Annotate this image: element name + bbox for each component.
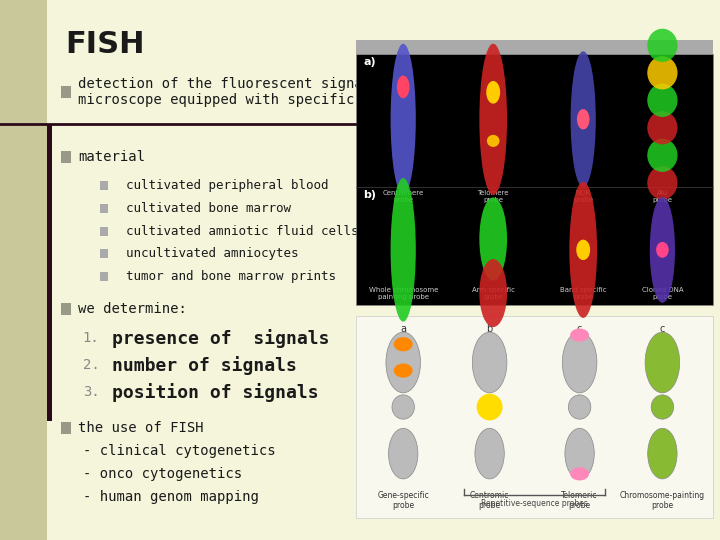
Ellipse shape xyxy=(480,198,507,281)
Ellipse shape xyxy=(486,81,500,104)
Ellipse shape xyxy=(472,332,507,393)
Ellipse shape xyxy=(477,394,503,420)
Text: b): b) xyxy=(364,190,377,200)
Ellipse shape xyxy=(487,135,500,147)
Text: Alu
probe: Alu probe xyxy=(652,190,672,202)
Bar xyxy=(100,181,108,190)
Bar xyxy=(356,54,713,305)
Text: b: b xyxy=(487,324,492,334)
Ellipse shape xyxy=(394,337,413,352)
Text: Band specific
probe: Band specific probe xyxy=(560,287,606,300)
Ellipse shape xyxy=(562,332,597,393)
Text: position of signals: position of signals xyxy=(112,382,318,402)
Text: Repetitive-sequence probes: Repetitive-sequence probes xyxy=(481,500,588,509)
Text: presence of  signals: presence of signals xyxy=(112,328,329,348)
Ellipse shape xyxy=(386,332,420,393)
Bar xyxy=(100,226,108,235)
Bar xyxy=(61,151,71,163)
Text: - human genom mapping: - human genom mapping xyxy=(83,490,258,504)
Ellipse shape xyxy=(576,240,590,260)
Ellipse shape xyxy=(647,56,678,90)
Text: we determine:: we determine: xyxy=(78,302,187,316)
Text: FISH: FISH xyxy=(65,30,144,59)
Ellipse shape xyxy=(389,428,418,479)
Bar xyxy=(47,124,52,421)
Text: Centromic
probe: Centromic probe xyxy=(470,491,509,510)
Ellipse shape xyxy=(480,44,507,195)
Bar xyxy=(356,40,713,54)
Ellipse shape xyxy=(570,182,597,318)
Ellipse shape xyxy=(478,395,501,419)
Text: - clinical cytogenetics: - clinical cytogenetics xyxy=(83,444,276,458)
Text: 2.: 2. xyxy=(83,358,99,372)
Ellipse shape xyxy=(656,242,669,258)
Text: 1.: 1. xyxy=(83,331,99,345)
Ellipse shape xyxy=(647,29,678,62)
Text: c: c xyxy=(577,324,582,334)
Text: Telomere
probe: Telomere probe xyxy=(477,190,509,202)
Text: cultivated amniotic fluid cells: cultivated amniotic fluid cells xyxy=(127,225,359,238)
Text: Chromosome-painting
probe: Chromosome-painting probe xyxy=(620,491,705,510)
Ellipse shape xyxy=(647,166,678,199)
Text: c: c xyxy=(660,324,665,334)
Text: Arm specific
probe: Arm specific probe xyxy=(472,287,515,300)
Bar xyxy=(0,0,47,540)
Text: a: a xyxy=(400,324,406,334)
Ellipse shape xyxy=(570,51,596,187)
Text: material: material xyxy=(78,150,145,164)
Ellipse shape xyxy=(568,395,591,419)
Bar xyxy=(100,204,108,213)
Ellipse shape xyxy=(392,395,415,419)
Text: Gene-specific
probe: Gene-specific probe xyxy=(377,491,429,510)
Ellipse shape xyxy=(475,428,504,479)
Ellipse shape xyxy=(577,109,590,130)
Bar xyxy=(61,86,71,98)
Ellipse shape xyxy=(397,76,410,98)
Text: NOR
probe: NOR probe xyxy=(573,190,593,202)
Text: cultivated bone marrow: cultivated bone marrow xyxy=(127,202,292,215)
Text: tumor and bone marrow prints: tumor and bone marrow prints xyxy=(127,270,336,283)
Text: cultivated peripheral blood: cultivated peripheral blood xyxy=(127,179,329,192)
Text: Telomeric
probe: Telomeric probe xyxy=(562,491,598,510)
Ellipse shape xyxy=(647,84,678,117)
Text: - onco cytogenetics: - onco cytogenetics xyxy=(83,467,242,481)
Ellipse shape xyxy=(647,139,678,172)
Text: detection of the fluorescent signals through
microscope equipped with specific f: detection of the fluorescent signals thr… xyxy=(78,77,522,107)
Bar xyxy=(61,422,71,434)
Text: Cloned DNA
probe: Cloned DNA probe xyxy=(642,287,683,300)
Ellipse shape xyxy=(570,467,589,481)
Ellipse shape xyxy=(645,332,680,393)
Text: Centromere
probe: Centromere probe xyxy=(382,190,424,202)
Bar xyxy=(61,303,71,315)
Ellipse shape xyxy=(648,428,677,479)
Ellipse shape xyxy=(651,395,674,419)
Text: a): a) xyxy=(364,57,377,67)
Ellipse shape xyxy=(394,363,413,377)
Text: Whole chromosome
painting probe: Whole chromosome painting probe xyxy=(369,287,438,300)
Bar xyxy=(356,316,713,518)
Ellipse shape xyxy=(570,328,589,342)
Text: the use of FISH: the use of FISH xyxy=(78,421,204,435)
Text: uncultivated amniocytes: uncultivated amniocytes xyxy=(127,247,299,260)
Ellipse shape xyxy=(565,428,594,479)
Bar xyxy=(100,272,108,281)
Ellipse shape xyxy=(649,197,675,303)
Ellipse shape xyxy=(390,44,416,195)
Ellipse shape xyxy=(480,259,507,327)
Bar xyxy=(100,249,108,258)
Ellipse shape xyxy=(647,111,678,144)
Text: number of signals: number of signals xyxy=(112,355,297,375)
Text: 3.: 3. xyxy=(83,385,99,399)
Ellipse shape xyxy=(390,178,416,322)
